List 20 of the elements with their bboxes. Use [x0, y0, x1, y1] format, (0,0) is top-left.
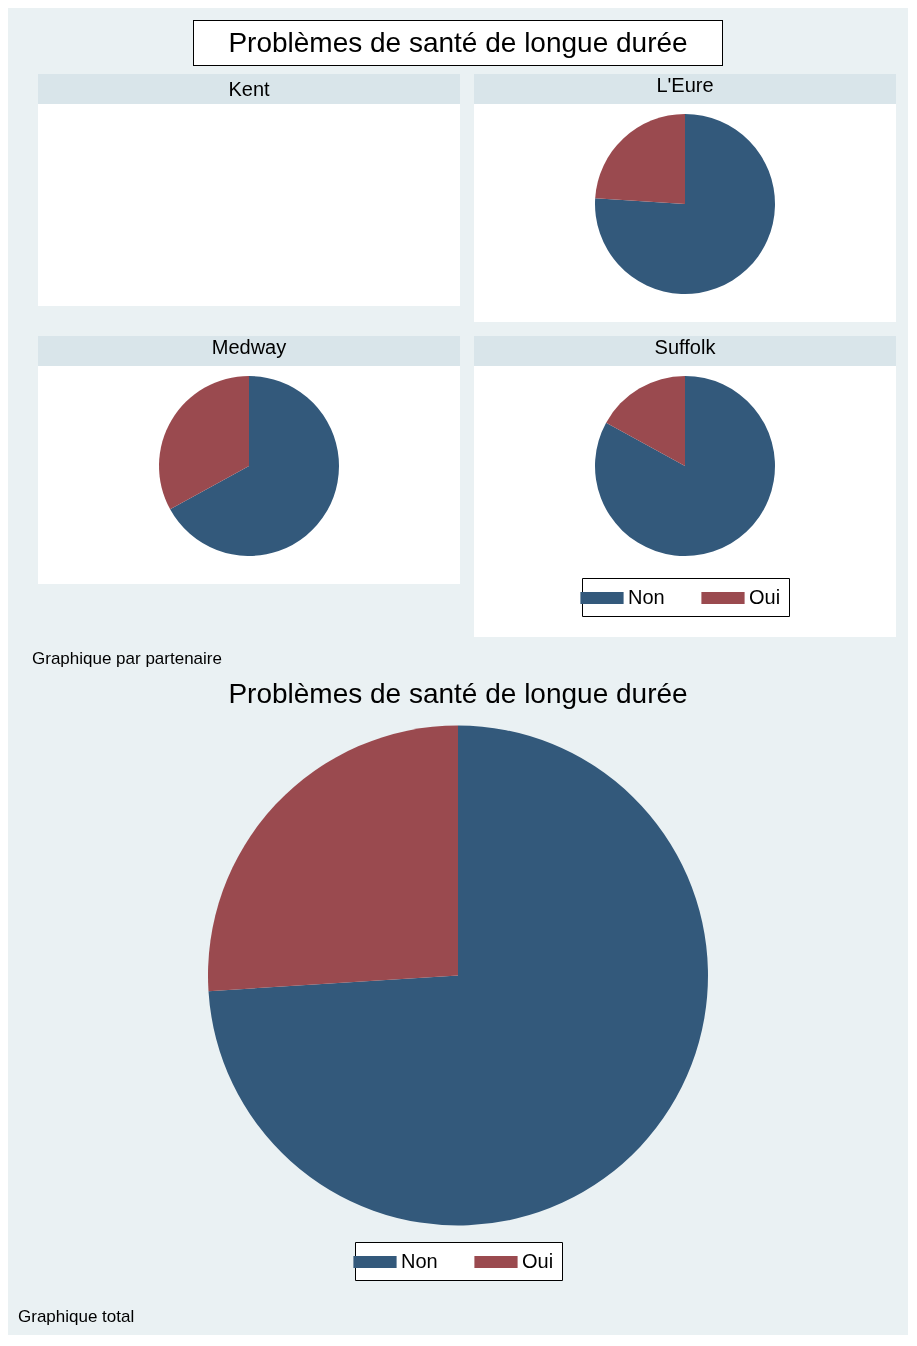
pie-slice — [159, 376, 249, 510]
legend-label: Non — [401, 1250, 438, 1272]
legend-label: Oui — [522, 1250, 554, 1272]
text: Graphique total — [17, 1306, 136, 1328]
legend-label: Non — [628, 586, 665, 608]
chart-title: L'Eure — [656, 74, 714, 96]
pie-slice — [170, 376, 339, 556]
chart-title: Suffolk — [654, 336, 717, 358]
pie-slice — [208, 725, 708, 1226]
pie-slice — [595, 114, 775, 294]
text: Kent — [227, 77, 271, 102]
text: Graphique par partenaire — [31, 648, 223, 670]
pie-slice — [595, 114, 685, 204]
pie-slice — [208, 725, 458, 992]
chart-title: Medway — [211, 336, 287, 358]
pie-slice — [606, 376, 685, 466]
pie-slice — [595, 376, 775, 556]
legend-label: Oui — [749, 586, 781, 608]
chart-title: Problèmes de santé de longue durée — [228, 678, 688, 709]
text: Problèmes de santé de longue durée — [193, 20, 723, 66]
